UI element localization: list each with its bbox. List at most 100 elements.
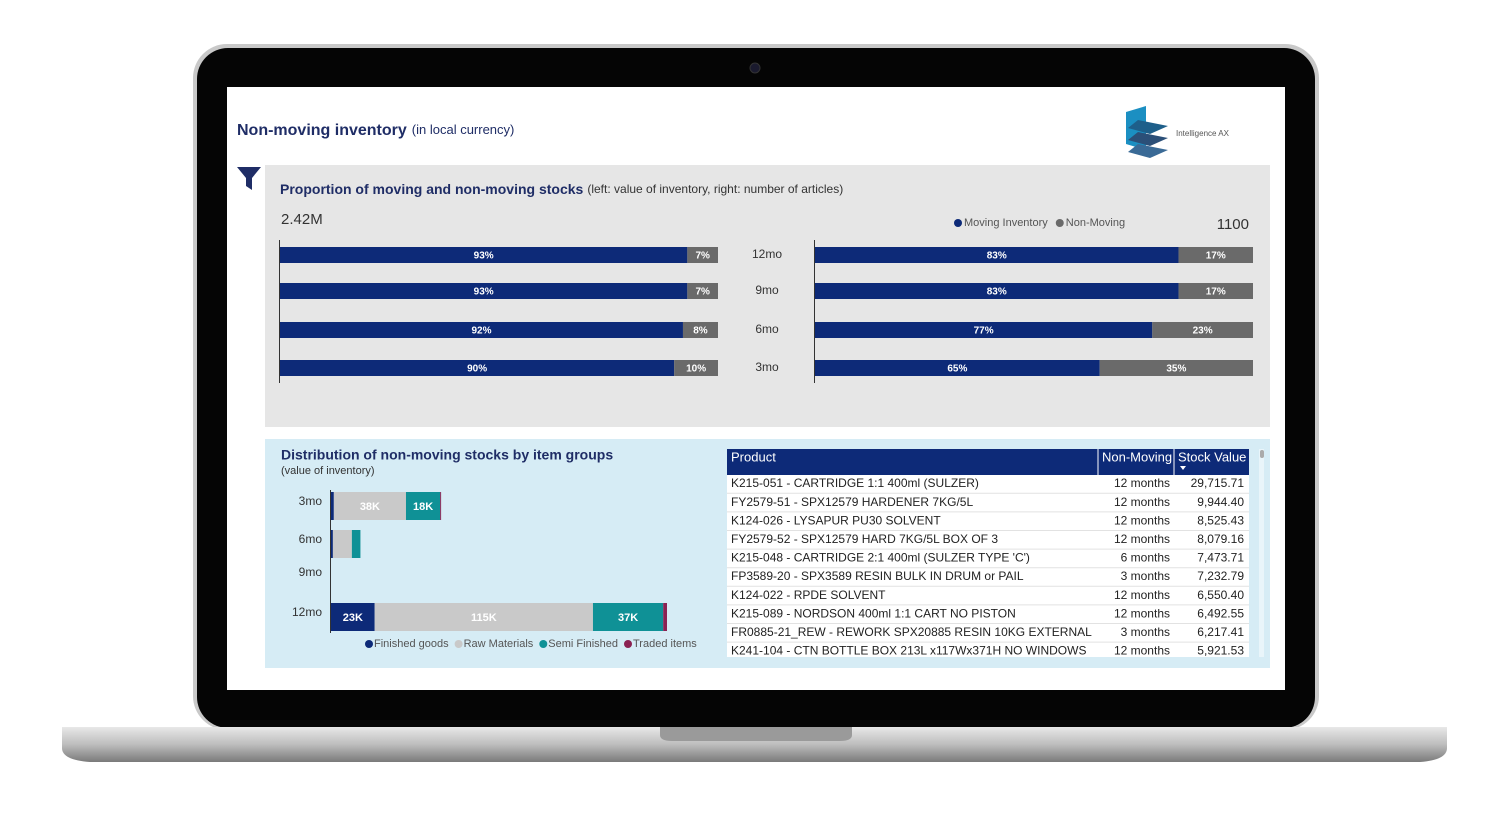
title: Non-moving inventory (237, 122, 407, 139)
table-cell: FY2579-51 - SPX12579 HARDENER 7KG/5L (731, 495, 973, 509)
value-label: 92% (471, 326, 491, 337)
value-label: 17% (1206, 287, 1226, 298)
table-cell: 6,217.41 (1197, 625, 1244, 639)
table-cell: K215-051 - CARTRIDGE 1:1 400ml (SULZER) (731, 476, 979, 490)
bar-segment (687, 283, 718, 299)
legend-marker (539, 640, 548, 648)
bar-segment (1178, 247, 1253, 263)
table-cell: 6 months (1121, 551, 1170, 565)
value-label: 7% (695, 287, 710, 298)
bar-segment (351, 530, 361, 558)
value-label: 93% (474, 287, 494, 298)
bar-segment (687, 247, 718, 263)
legend-marker (954, 219, 962, 227)
value-label: 65% (947, 364, 967, 375)
value-label: 37K (618, 612, 638, 624)
value-label: 17% (1206, 251, 1226, 262)
value-label: 83% (987, 287, 1007, 298)
legend-marker (1055, 219, 1064, 227)
category-label: 6mo (755, 322, 779, 336)
bar-segment (663, 603, 667, 631)
bar-segment (682, 322, 718, 338)
value-label: 90% (467, 364, 487, 375)
table-cell: 29,715.71 (1191, 476, 1245, 490)
column-header: Non-Moving (1102, 449, 1172, 464)
bar-segment (1099, 360, 1253, 376)
value-label: 10% (686, 364, 706, 375)
laptop-notch (660, 727, 852, 741)
value-label: 23K (343, 612, 363, 624)
table-body (727, 475, 1249, 657)
scrollbar-thumb[interactable] (1260, 450, 1264, 458)
category-label: 12mo (292, 605, 322, 619)
chart-title: Proportion of moving and non-moving stoc… (280, 181, 843, 197)
value-label: 38K (360, 501, 380, 513)
value-label: 23% (1193, 326, 1213, 337)
value-label: 115K (471, 612, 497, 624)
table-cell: 6,492.55 (1197, 606, 1244, 620)
subtitle: (in local currency) (412, 122, 515, 137)
bar-segment (331, 603, 375, 631)
category-label: 3mo (755, 360, 779, 374)
table-cell: 9,944.40 (1197, 495, 1244, 509)
value-label: 18K (413, 501, 433, 513)
column-header: Stock Value (1178, 449, 1246, 464)
bar-segment (815, 360, 1100, 376)
bar-segment (280, 247, 688, 263)
legend-marker (624, 640, 632, 648)
table-cell: 3 months (1121, 625, 1170, 639)
table-cell: 12 months (1114, 532, 1170, 546)
table-cell: 5,921.53 (1197, 644, 1244, 658)
bar-segment (280, 360, 675, 376)
bar-segment (374, 603, 593, 631)
table-rows: K215-051 - CARTRIDGE 1:1 400ml (SULZER) 1… (727, 476, 1249, 658)
logo-text: Intelligence AX (1176, 129, 1230, 138)
bar-segment (405, 492, 441, 520)
legend-label: Finished goods (374, 638, 449, 650)
legend-marker (454, 640, 463, 648)
table-cell: 12 months (1114, 606, 1170, 620)
total-label: 1100 (1217, 216, 1249, 233)
bar-segment (331, 492, 334, 520)
chart-title: Distribution of non-moving stocks by ite… (281, 447, 613, 463)
table-cell: FP3589-20 - SPX3589 RESIN BULK IN DRUM o… (731, 569, 1024, 583)
column-header: Product (731, 449, 776, 464)
bar-segment (331, 530, 333, 558)
table-cell: K215-048 - CARTRIDGE 2:1 400ml (SULZER T… (731, 551, 1030, 565)
table-cell: 8,525.43 (1197, 513, 1244, 527)
bar-segment (332, 530, 352, 558)
subtitle: (left: value of inventory, right: number… (587, 182, 843, 196)
filter-icon[interactable] (237, 167, 261, 190)
value-label: 35% (1166, 364, 1186, 375)
table-cell: 7,473.71 (1197, 551, 1244, 565)
legend-label: Moving Inventory (964, 217, 1048, 229)
table-cell: K124-026 - LYSAPUR PU30 SOLVENT (731, 513, 941, 527)
legend-marker (365, 640, 373, 648)
bar-segment (1178, 283, 1253, 299)
value-label: 7% (695, 251, 710, 262)
bar-segment (280, 283, 688, 299)
bar-segment (815, 322, 1153, 338)
bar-segment (440, 492, 442, 520)
bar-segment (592, 603, 664, 631)
table-cell: 7,232.79 (1197, 569, 1244, 583)
category-label: 3mo (299, 494, 323, 508)
legend-label: Traded items (633, 638, 697, 650)
table-cell: K124-022 - RPDE SOLVENT (731, 588, 886, 602)
value-label: 93% (474, 251, 494, 262)
bar-segment (280, 322, 683, 338)
table-cell: FY2579-52 - SPX12579 HARD 7KG/5L BOX OF … (731, 532, 998, 546)
category-label: 9mo (299, 565, 323, 579)
page-title: Non-moving inventory (in local currency) (237, 122, 514, 139)
chart-subtitle: (value of inventory) (281, 465, 375, 477)
total-label: 2.42M (281, 211, 323, 228)
table-cell: K215-089 - NORDSON 400ml 1:1 CART NO PIS… (731, 606, 1016, 620)
bar-segment (333, 492, 406, 520)
table-cell: 3 months (1121, 569, 1170, 583)
category-label: 9mo (755, 283, 779, 297)
title: Proportion of moving and non-moving stoc… (280, 181, 584, 197)
laptop-base (62, 727, 1447, 762)
table-cell: 12 months (1114, 495, 1170, 509)
category-label: 6mo (299, 532, 323, 546)
